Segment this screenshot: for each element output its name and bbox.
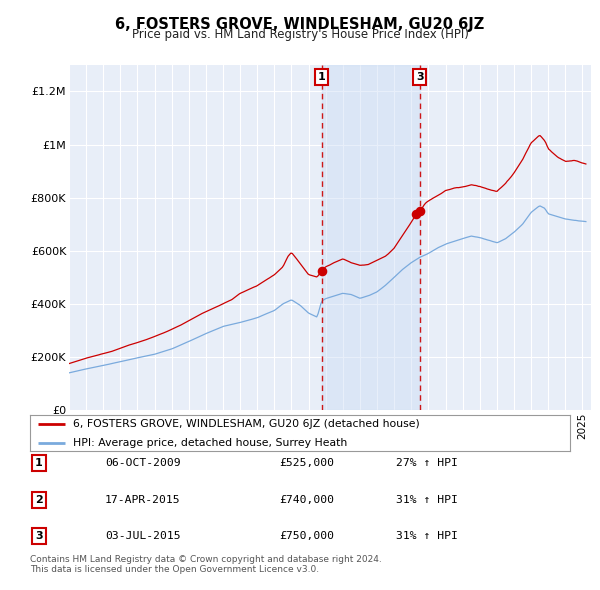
Text: 3: 3	[416, 72, 424, 82]
Text: This data is licensed under the Open Government Licence v3.0.: This data is licensed under the Open Gov…	[30, 565, 319, 574]
Text: £740,000: £740,000	[279, 495, 334, 504]
Point	[412, 209, 421, 218]
Text: 2: 2	[35, 495, 43, 504]
Text: 1: 1	[318, 72, 325, 82]
Point	[317, 266, 326, 276]
Text: 27% ↑ HPI: 27% ↑ HPI	[396, 458, 458, 468]
Text: £750,000: £750,000	[279, 532, 334, 541]
Text: HPI: Average price, detached house, Surrey Heath: HPI: Average price, detached house, Surr…	[73, 438, 347, 448]
Text: Contains HM Land Registry data © Crown copyright and database right 2024.: Contains HM Land Registry data © Crown c…	[30, 555, 382, 563]
Text: 1: 1	[35, 458, 43, 468]
Text: 06-OCT-2009: 06-OCT-2009	[105, 458, 181, 468]
Text: 17-APR-2015: 17-APR-2015	[105, 495, 181, 504]
Text: 31% ↑ HPI: 31% ↑ HPI	[396, 495, 458, 504]
Text: 31% ↑ HPI: 31% ↑ HPI	[396, 532, 458, 541]
Text: £525,000: £525,000	[279, 458, 334, 468]
Text: 03-JUL-2015: 03-JUL-2015	[105, 532, 181, 541]
Bar	[322, 65, 420, 410]
Text: 3: 3	[35, 532, 43, 541]
Point	[415, 206, 425, 216]
Text: 6, FOSTERS GROVE, WINDLESHAM, GU20 6JZ: 6, FOSTERS GROVE, WINDLESHAM, GU20 6JZ	[115, 17, 485, 31]
Text: Price paid vs. HM Land Registry's House Price Index (HPI): Price paid vs. HM Land Registry's House …	[131, 28, 469, 41]
Text: 6, FOSTERS GROVE, WINDLESHAM, GU20 6JZ (detached house): 6, FOSTERS GROVE, WINDLESHAM, GU20 6JZ (…	[73, 419, 420, 430]
